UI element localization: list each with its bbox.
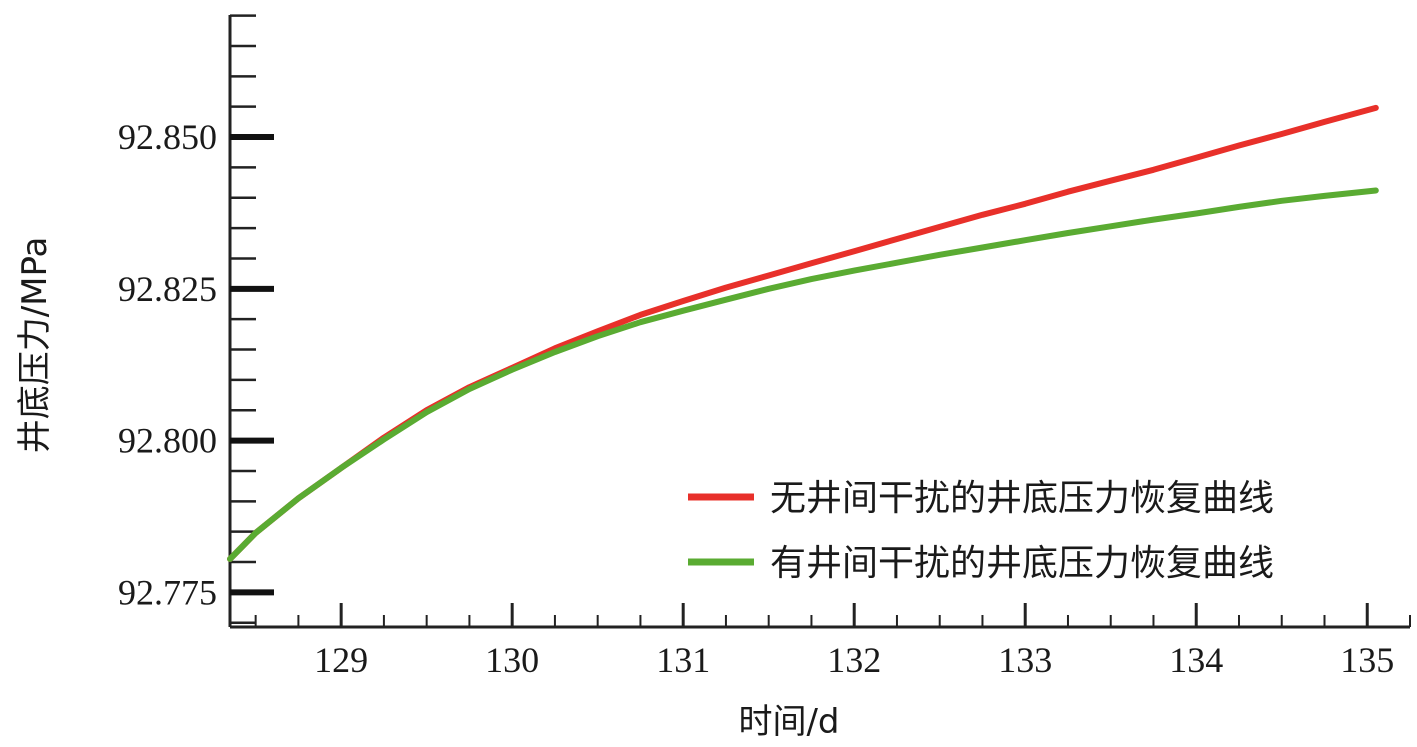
- y-axis-title: 井底压力/MPa: [15, 237, 55, 454]
- data-point: [852, 249, 856, 253]
- data-point: [467, 387, 471, 391]
- data-point: [1109, 179, 1113, 183]
- y-tick-label: 92.850: [118, 117, 217, 157]
- data-point: [254, 531, 258, 535]
- data-point: [767, 287, 771, 291]
- data-point: [809, 261, 813, 265]
- data-point: [1374, 189, 1378, 192]
- data-point: [981, 246, 984, 249]
- data-point: [1194, 156, 1198, 160]
- y-tick-label: 92.825: [118, 269, 217, 309]
- x-tick-label: 131: [656, 640, 710, 680]
- data-point: [296, 496, 300, 500]
- y-tick-label: 92.800: [118, 421, 217, 461]
- data-point: [1152, 218, 1155, 222]
- data-point: [339, 466, 343, 470]
- data-point: [1023, 202, 1027, 206]
- data-point: [553, 350, 557, 354]
- x-tick-label: 130: [485, 640, 539, 680]
- data-point: [1152, 168, 1155, 172]
- data-point: [1109, 224, 1113, 228]
- data-point: [1323, 120, 1326, 124]
- data-point: [1323, 194, 1326, 198]
- x-tick-label: 132: [827, 640, 881, 680]
- x-tick-label: 133: [998, 640, 1052, 680]
- data-point: [724, 298, 728, 302]
- data-point: [681, 309, 685, 313]
- series-lines: [227, 104, 1379, 562]
- axes: 92.775 92.800 92.825 92.850 129 130 131 132 133 1…: [118, 14, 1411, 680]
- data-point: [1066, 231, 1070, 235]
- data-point: [382, 437, 386, 441]
- data-point: [1280, 199, 1284, 203]
- data-point: [895, 237, 899, 241]
- data-point: [809, 277, 813, 281]
- data-point: [895, 261, 899, 265]
- data-point: [852, 269, 856, 273]
- data-point: [638, 320, 642, 324]
- data-point: [638, 313, 642, 317]
- data-point: [938, 253, 942, 257]
- x-tick-label: 135: [1340, 640, 1394, 680]
- data-point: [681, 299, 685, 303]
- data-point: [1280, 132, 1284, 136]
- data-point: [1374, 106, 1378, 110]
- x-axis-title: 时间/d: [738, 702, 839, 742]
- legend-label: 有井间干扰的井底压力恢复曲线: [770, 543, 1274, 584]
- data-point: [596, 334, 600, 338]
- x-tick-label: 129: [314, 640, 368, 680]
- data-point: [1237, 205, 1241, 209]
- data-point: [510, 368, 514, 372]
- data-point: [1237, 144, 1241, 147]
- data-point: [228, 557, 232, 561]
- x-tick-label: 134: [1169, 640, 1223, 680]
- data-point: [724, 286, 728, 290]
- data-point: [1066, 190, 1070, 194]
- data-point: [938, 225, 942, 229]
- data-point: [767, 274, 771, 277]
- data-point: [1194, 212, 1198, 215]
- series-line-with-interference: [227, 187, 1379, 562]
- data-point: [596, 329, 600, 333]
- data-point: [1023, 238, 1027, 242]
- y-tick-label: 92.775: [118, 572, 217, 612]
- data-point: [981, 213, 984, 217]
- legend-label: 无井间干扰的井底压力恢复曲线: [770, 478, 1274, 519]
- data-point: [425, 410, 429, 414]
